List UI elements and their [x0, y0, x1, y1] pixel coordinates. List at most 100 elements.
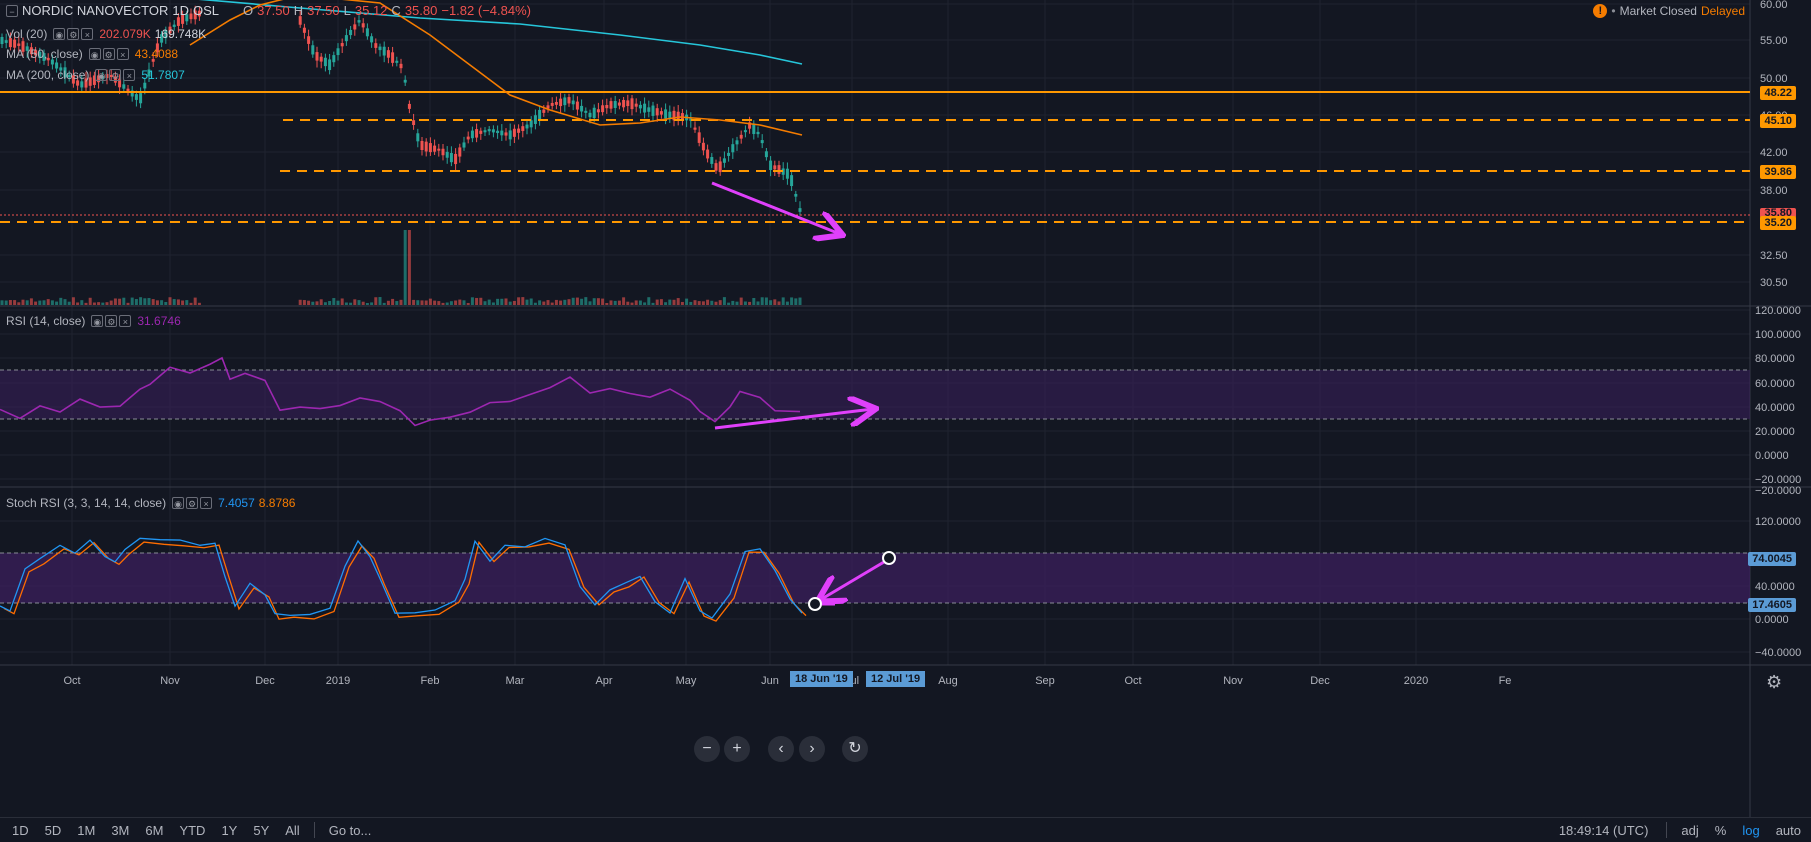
collapse-icon[interactable]: −	[6, 4, 18, 17]
ma50-label[interactable]: MA (50, close)	[6, 47, 83, 61]
stoch-axis[interactable]: −20.0000 120.0000 40.0000 0.0000 −40.0000	[1755, 485, 1801, 659]
range-5y[interactable]: 5Y	[253, 822, 270, 838]
volume-bar	[748, 301, 752, 305]
drawing-handle-end[interactable]	[882, 551, 896, 565]
scroll-right-button[interactable]: ›	[799, 736, 825, 762]
stoch-cross-arrow[interactable]	[820, 557, 890, 600]
candle-body	[609, 101, 613, 109]
rsi-tick: 20.0000	[1755, 426, 1795, 438]
rsi-divergence-arrow[interactable]	[714, 409, 873, 430]
candle-body	[584, 110, 588, 113]
range-6m[interactable]: 6M	[145, 822, 164, 838]
drawing-handle-start[interactable]	[808, 597, 822, 611]
eye-icon[interactable]: ◉	[53, 28, 66, 40]
time-tick: Oct	[1124, 675, 1141, 687]
candle-body	[399, 63, 403, 69]
volume-bar	[483, 301, 487, 305]
chart-canvas[interactable]: 60.0055.0050.0046.0042.0038.0032.5030.50…	[0, 0, 1811, 817]
toggle-auto[interactable]: auto	[1775, 822, 1801, 838]
volume-bar	[168, 297, 172, 305]
ma50-line	[189, 0, 803, 136]
candle-body	[475, 129, 479, 138]
close-icon[interactable]: ×	[200, 497, 213, 509]
range-3m[interactable]: 3M	[111, 822, 130, 838]
candle-body	[113, 76, 117, 83]
eye-icon[interactable]: ◉	[88, 48, 101, 60]
stoch-label[interactable]: Stoch RSI (3, 3, 14, 14, close)	[6, 496, 167, 510]
symbol-name[interactable]: NORDIC NANOVECTOR	[22, 3, 169, 18]
candle-body	[391, 52, 395, 63]
candle-body	[118, 78, 122, 88]
stoch-tick: −40.0000	[1755, 647, 1801, 659]
candle-body	[55, 62, 59, 69]
volume-bar	[714, 301, 718, 305]
candle-body	[63, 67, 67, 78]
candle-body	[386, 50, 390, 58]
candle-body	[760, 140, 764, 144]
candle-body	[160, 34, 164, 43]
candle-body	[617, 102, 621, 106]
eye-icon[interactable]: ◉	[91, 315, 104, 327]
price-down-arrow[interactable]	[711, 181, 840, 234]
time-axis[interactable]: OctNovDec2019FebMarAprMayJunJulAugSepOct…	[63, 675, 1511, 687]
reset-chart-button[interactable]: ↻	[842, 736, 868, 762]
vol-label[interactable]: Vol (20)	[6, 27, 48, 41]
candle-body	[361, 23, 365, 28]
range-5d[interactable]: 5D	[44, 822, 62, 838]
rsi-label[interactable]: RSI (14, close)	[6, 314, 86, 328]
close-icon[interactable]: ×	[81, 28, 94, 40]
time-marker-end[interactable]: 12 Jul '19	[866, 671, 926, 687]
candle-body	[8, 38, 12, 48]
toggle-adj[interactable]: adj	[1681, 822, 1699, 838]
candle-body	[29, 47, 33, 55]
close-icon[interactable]: ×	[116, 48, 129, 60]
volume-bar	[349, 302, 353, 305]
zoom-out-button[interactable]: −	[694, 736, 720, 762]
toggle-log[interactable]: log	[1742, 822, 1760, 838]
volume-bar	[462, 300, 466, 305]
range-all[interactable]: All	[285, 822, 300, 838]
candle-body	[546, 105, 550, 109]
volume-bar	[139, 297, 143, 305]
open-value: 37.50	[257, 3, 290, 18]
goto-button[interactable]: Go to...	[328, 822, 372, 838]
symbol-legend: − NORDIC NANOVECTOR 1D OSL O 37.50 H 37.50…	[6, 3, 531, 18]
gear-icon[interactable]: ⚙	[186, 497, 199, 509]
candle-body	[605, 104, 609, 109]
time-marker-start[interactable]: 18 Jun '19	[790, 671, 853, 687]
rsi-axis[interactable]: 120.0000 100.0000 80.0000 60.0000 40.0000 20.…	[1755, 305, 1801, 486]
volume-bar	[454, 300, 458, 305]
candle-body	[630, 98, 634, 110]
close-icon[interactable]: ×	[119, 315, 132, 327]
range-ytd[interactable]: YTD	[179, 822, 206, 838]
ma200-label[interactable]: MA (200, close)	[6, 68, 90, 82]
settings-gear-icon[interactable]: ⚙	[1766, 672, 1783, 692]
toggle-percent[interactable]: %	[1714, 822, 1727, 838]
candle-body	[668, 111, 672, 119]
open-label: O	[243, 3, 254, 18]
gear-icon[interactable]: ⚙	[67, 28, 80, 40]
candle-body	[365, 28, 369, 37]
volume-bar	[328, 300, 332, 305]
gear-icon[interactable]: ⚙	[102, 48, 115, 60]
range-1m[interactable]: 1M	[77, 822, 96, 838]
candle-body	[458, 147, 462, 157]
interval-label[interactable]: 1D	[172, 3, 190, 18]
zoom-in-button[interactable]: +	[724, 736, 750, 762]
exchange-label: OSL	[193, 3, 220, 18]
range-1y[interactable]: 1Y	[221, 822, 238, 838]
price-label-35: 35.20	[1760, 216, 1796, 230]
close-icon[interactable]: ×	[123, 69, 136, 81]
warning-icon[interactable]: !	[1593, 4, 1608, 18]
gear-icon[interactable]: ⚙	[105, 315, 118, 327]
volume-bar	[42, 300, 46, 305]
candle-body	[67, 74, 71, 78]
range-1d[interactable]: 1D	[12, 822, 29, 838]
gear-icon[interactable]: ⚙	[109, 69, 122, 81]
candle-body	[302, 27, 306, 33]
price-tick: 32.50	[1760, 250, 1788, 262]
eye-icon[interactable]: ◉	[95, 69, 108, 81]
eye-icon[interactable]: ◉	[172, 497, 185, 509]
scroll-left-button[interactable]: ‹	[768, 736, 794, 762]
